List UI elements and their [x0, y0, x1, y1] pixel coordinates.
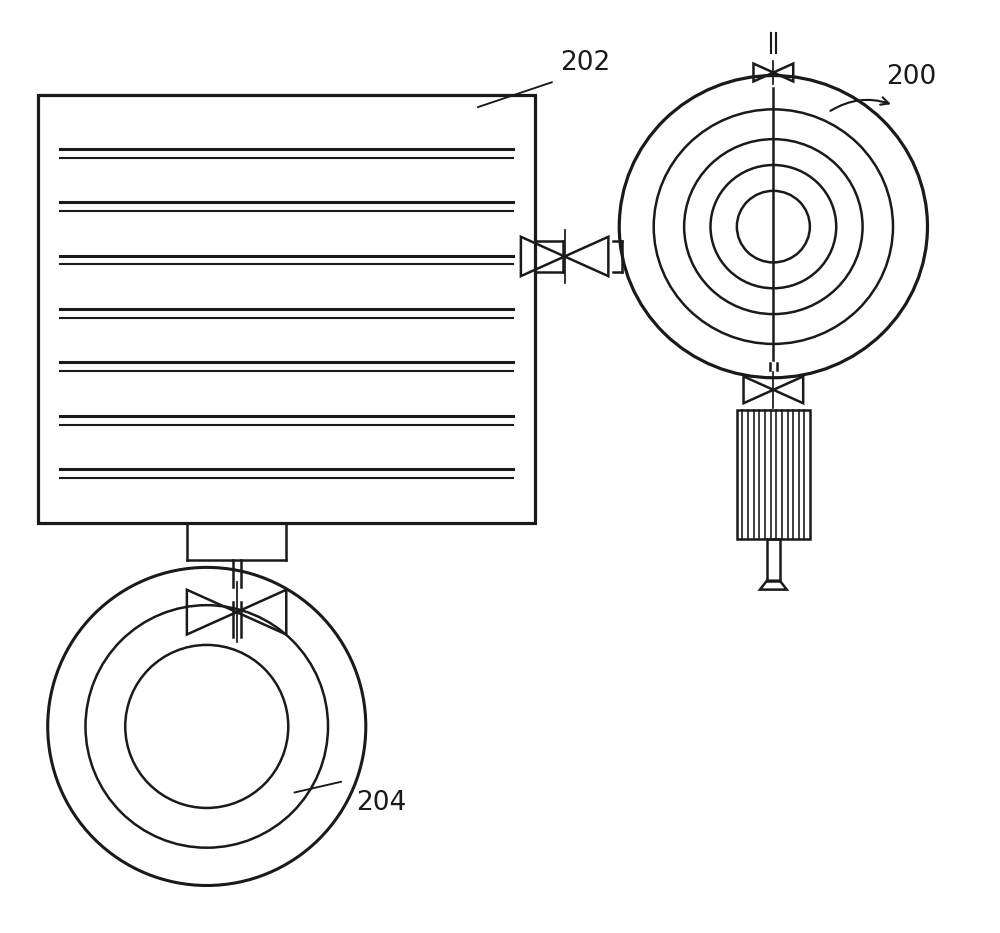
Bar [737, 410, 810, 539]
Text: 200: 200 [886, 64, 936, 91]
Text: 204: 204 [356, 790, 406, 816]
Text: 202: 202 [560, 50, 610, 77]
Bar [38, 95, 535, 522]
Bar [767, 539, 780, 580]
